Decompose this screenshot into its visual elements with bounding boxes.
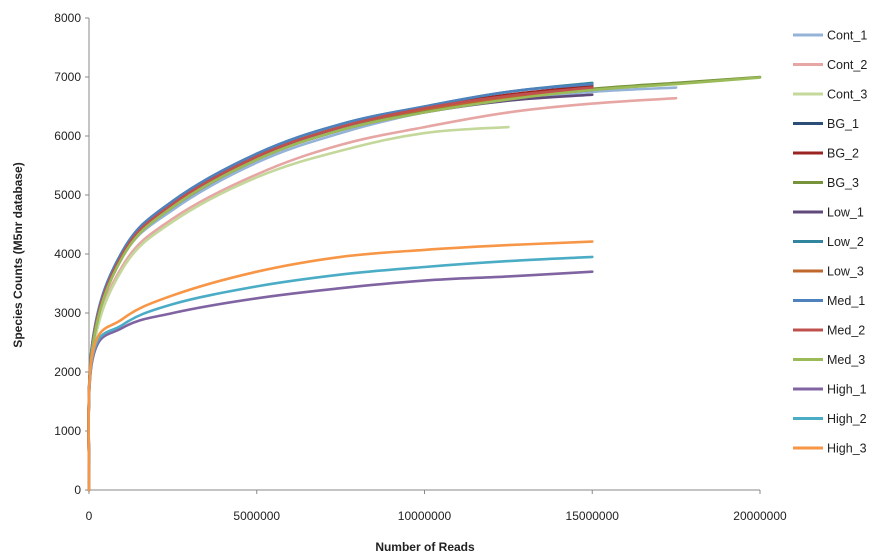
y-tick-label: 0 (74, 483, 81, 497)
legend-label-high-2: High_2 (827, 412, 867, 426)
series-line-high-3 (87, 240, 594, 492)
x-tick-label: 20000000 (733, 509, 787, 523)
x-tick-label: 15000000 (566, 509, 620, 523)
x-tick-label: 0 (86, 509, 93, 523)
legend-label-bg-3: BG_3 (827, 176, 859, 190)
legend: Cont_1 Cont_2 Cont_3 BG_1 BG_2 BG_3 Low_1 Low_2… (793, 29, 867, 456)
legend-label-high-3: High_3 (827, 442, 867, 456)
series-line-high-2 (87, 255, 594, 492)
series-line-high-1 (87, 270, 594, 492)
x-axis: 0 5000000 10000000 15000000 20000000 (86, 489, 787, 523)
x-tick-label: 5000000 (233, 509, 280, 523)
y-axis-title: Species Counts (M5nr database) (11, 162, 25, 347)
legend-label-low-3: Low_3 (827, 265, 864, 279)
legend-label-bg-1: BG_1 (827, 117, 859, 131)
legend-label-low-2: Low_2 (827, 235, 864, 249)
legend-label-high-1: High_1 (827, 383, 867, 397)
legend-label-cont-3: Cont_3 (827, 88, 867, 102)
y-tick-label: 5000 (54, 188, 81, 202)
y-tick-label: 6000 (54, 129, 81, 143)
legend-label-med-2: Med_2 (827, 324, 865, 338)
y-tick-label: 2000 (54, 365, 81, 379)
x-axis-title: Number of Reads (375, 540, 475, 554)
y-tick-label: 3000 (54, 306, 81, 320)
x-tick-label: 10000000 (398, 509, 452, 523)
legend-label-med-3: Med_3 (827, 353, 865, 367)
series-line-low-1 (87, 93, 594, 492)
series-line-med-3 (87, 76, 762, 492)
y-tick-label: 1000 (54, 424, 81, 438)
y-tick-label: 4000 (54, 247, 81, 261)
series-line-bg-3 (87, 75, 762, 492)
legend-label-cont-2: Cont_2 (827, 58, 867, 72)
legend-label-med-1: Med_1 (827, 294, 865, 308)
series-line-cont-3 (87, 125, 510, 492)
legend-label-low-1: Low_1 (827, 206, 864, 220)
y-axis: 0 1000 2000 3000 4000 5000 6000 7000 8000 (54, 11, 90, 497)
series-line-cont-1 (87, 86, 678, 492)
legend-label-cont-1: Cont_1 (827, 29, 867, 43)
y-tick-label: 7000 (54, 70, 81, 84)
y-tick-label: 8000 (54, 11, 81, 25)
series-lines (87, 75, 762, 492)
legend-label-bg-2: BG_2 (827, 147, 859, 161)
